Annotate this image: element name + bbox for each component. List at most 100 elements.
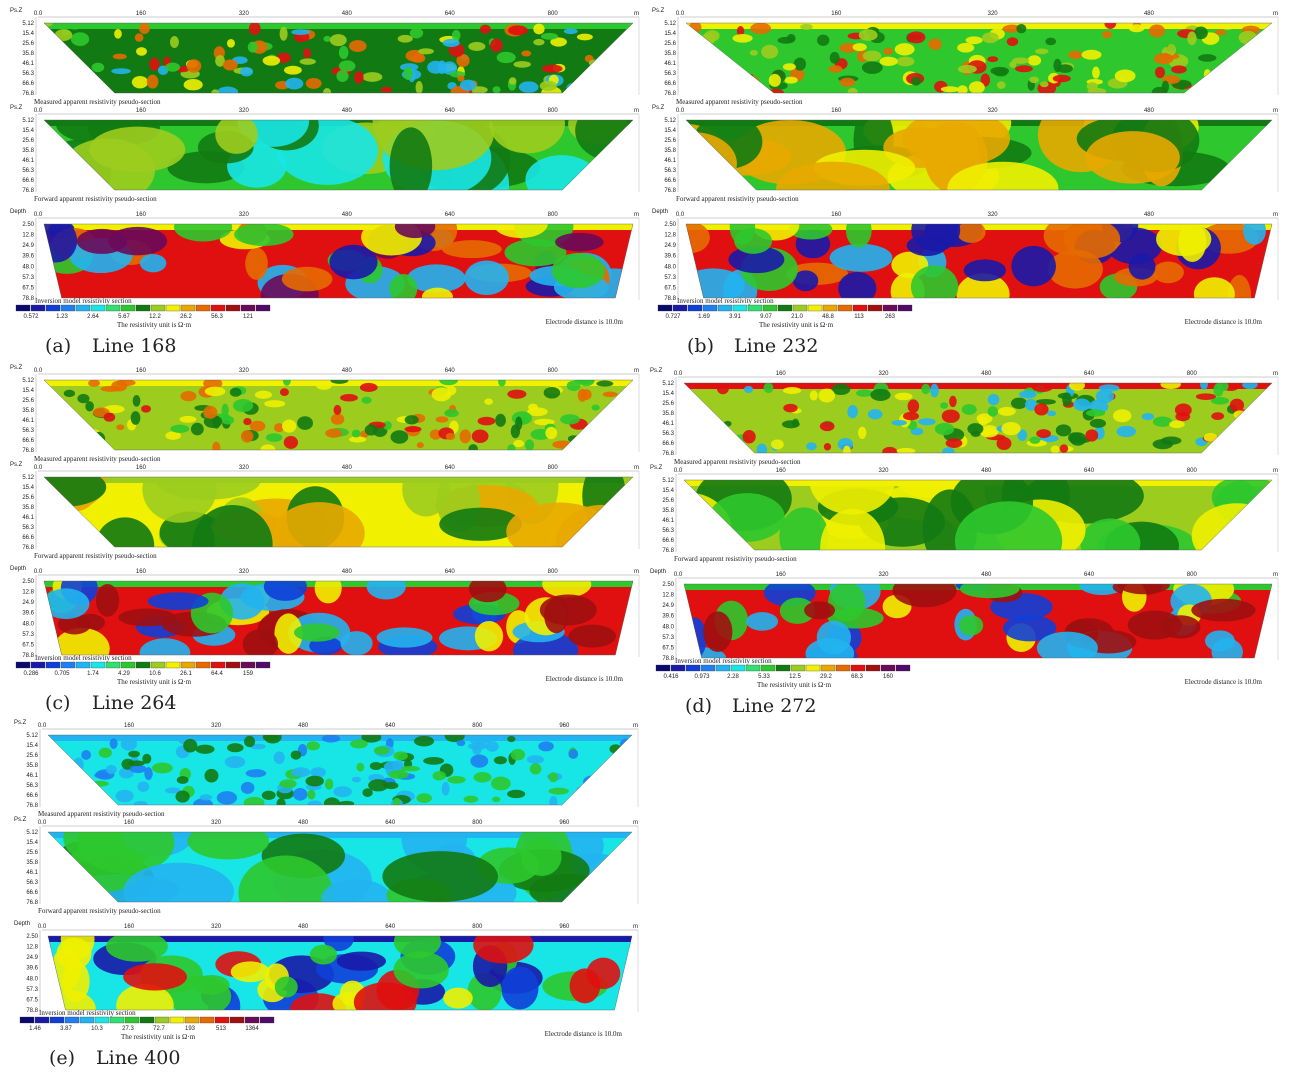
contour-blob bbox=[1239, 78, 1258, 90]
y-tick-label: 67.5 bbox=[22, 642, 34, 648]
y-tick-label: 78.8 bbox=[26, 1008, 38, 1014]
y-tick-label: 5.12 bbox=[662, 478, 674, 484]
contour-blob bbox=[1160, 380, 1180, 389]
contour-blob bbox=[91, 444, 109, 454]
contour-blob bbox=[848, 88, 858, 96]
colorbar-swatch bbox=[761, 665, 775, 671]
contour-blob bbox=[588, 80, 608, 88]
x-tick-label: 640 bbox=[445, 465, 456, 471]
x-tick-label: 480 bbox=[342, 212, 353, 218]
y-tick-label: 12.8 bbox=[662, 593, 674, 599]
contour-blob bbox=[1069, 380, 1085, 391]
contour-blob bbox=[62, 961, 89, 1002]
x-tick-label: 0.0 bbox=[674, 468, 683, 474]
panel-title: Line 264 bbox=[92, 692, 176, 714]
contour-blob bbox=[497, 52, 516, 63]
y-tick-label: 56.3 bbox=[664, 71, 676, 77]
contour-blob bbox=[222, 416, 234, 425]
contour-blob bbox=[274, 502, 365, 564]
x-tick-label: 160 bbox=[136, 11, 147, 17]
colorbar-label: 12.2 bbox=[149, 314, 161, 320]
colorbar-swatch bbox=[61, 662, 75, 668]
contour-blob bbox=[325, 429, 342, 438]
contour-blob bbox=[349, 436, 366, 442]
contour-blob bbox=[330, 377, 348, 383]
axis-label: Ps.Z bbox=[14, 817, 27, 823]
colorbar-swatch bbox=[185, 1017, 199, 1023]
contour-blob bbox=[1248, 86, 1257, 97]
y-tick-label: 56.3 bbox=[662, 431, 674, 437]
x-unit: m bbox=[634, 465, 639, 471]
contour-blob bbox=[331, 414, 344, 425]
colorbar-swatch bbox=[256, 305, 270, 311]
contour-blob bbox=[227, 39, 235, 48]
contour-blob bbox=[401, 766, 420, 772]
y-tick-label: 57.3 bbox=[22, 632, 34, 638]
contour-blob bbox=[80, 783, 94, 793]
colorbar-swatch bbox=[16, 662, 30, 668]
contour-blob bbox=[180, 416, 197, 423]
contour-blob bbox=[692, 410, 706, 420]
contour-blob bbox=[46, 87, 56, 98]
x-tick-label: 320 bbox=[239, 368, 250, 374]
contour-blob bbox=[895, 393, 913, 401]
contour-blob bbox=[829, 65, 843, 72]
contour-blob bbox=[60, 138, 155, 203]
contour-blob bbox=[776, 162, 890, 217]
contour-blob bbox=[142, 456, 216, 523]
axis-label: Depth bbox=[10, 566, 26, 572]
contour-blob bbox=[92, 781, 109, 787]
colorbar-swatch bbox=[121, 662, 135, 668]
y-tick-label: 35.8 bbox=[26, 860, 38, 866]
contour-blob bbox=[1161, 437, 1182, 445]
contour-blob bbox=[51, 70, 66, 82]
contour-blob bbox=[135, 33, 144, 41]
contour-blob bbox=[108, 227, 167, 255]
x-unit: m bbox=[1273, 212, 1278, 218]
y-tick-label: 12.8 bbox=[664, 233, 676, 239]
x-tick-label: 160 bbox=[124, 924, 135, 930]
colorbar-label: 1364 bbox=[245, 1026, 259, 1032]
contour-blob bbox=[1011, 398, 1027, 409]
contour-blob bbox=[444, 409, 459, 417]
y-tick-label: 24.9 bbox=[662, 603, 674, 609]
x-tick-label: 800 bbox=[548, 368, 559, 374]
axis-label: Ps.Z bbox=[10, 462, 23, 468]
y-tick-label: 25.6 bbox=[662, 498, 674, 504]
contour-blob bbox=[361, 397, 371, 404]
contour-blob bbox=[294, 623, 340, 641]
contour-blob bbox=[492, 797, 500, 803]
contour-blob bbox=[39, 397, 52, 404]
contour-blob bbox=[1019, 391, 1037, 399]
x-unit: m bbox=[633, 820, 638, 826]
contour-blob bbox=[859, 29, 878, 41]
contour-blob bbox=[365, 425, 378, 436]
contour-blob bbox=[809, 447, 895, 515]
panel-label: (d) bbox=[685, 695, 712, 717]
panel-label: (c) bbox=[45, 692, 70, 714]
contour-blob bbox=[183, 739, 197, 753]
contour-blob bbox=[1015, 65, 1033, 72]
contour-blob bbox=[794, 57, 806, 70]
contour-blob bbox=[969, 81, 985, 94]
contour-blob bbox=[549, 796, 557, 808]
contour-blob bbox=[618, 51, 629, 61]
contour-blob bbox=[170, 425, 189, 433]
x-tick-label: 320 bbox=[988, 212, 999, 218]
x-tick-label: 160 bbox=[831, 11, 842, 17]
contour-blob bbox=[128, 751, 140, 758]
y-tick-label: 12.8 bbox=[22, 233, 34, 239]
section-image bbox=[680, 17, 1277, 97]
x-tick-label: 640 bbox=[1084, 572, 1095, 578]
y-tick-label: 46.1 bbox=[26, 870, 38, 876]
section-caption: Inversion model resistivity section bbox=[35, 297, 132, 305]
y-tick-label: 67.5 bbox=[26, 997, 38, 1003]
y-tick-label: 15.4 bbox=[22, 485, 34, 491]
contour-blob bbox=[783, 387, 801, 394]
contour-blob bbox=[1212, 69, 1221, 82]
contour-blob bbox=[515, 416, 522, 430]
contour-blob bbox=[896, 57, 914, 67]
contour-blob bbox=[1205, 630, 1235, 651]
colorbar-swatch bbox=[245, 1017, 259, 1023]
